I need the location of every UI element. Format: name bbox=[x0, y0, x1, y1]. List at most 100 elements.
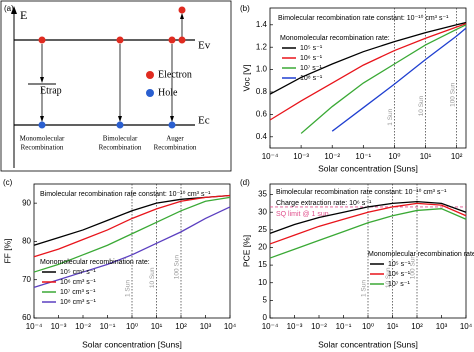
x-tick-label: 10⁻³ bbox=[51, 322, 67, 331]
panel-label: (d) bbox=[240, 178, 250, 187]
legend-label: 10⁷ cm³ s⁻¹ bbox=[60, 289, 96, 296]
mechanism-label: Recombination bbox=[99, 144, 142, 152]
mechanism-label: Bimolecular bbox=[103, 135, 138, 143]
valence-label: Ev bbox=[198, 40, 211, 52]
arrow-head bbox=[40, 116, 44, 122]
mechanism-label: Monomolecular bbox=[20, 135, 65, 143]
y-tick-label: 0 bbox=[263, 313, 268, 322]
x-tick-label: 10² bbox=[451, 152, 463, 161]
hole bbox=[168, 121, 176, 129]
series-line bbox=[269, 208, 467, 259]
arrows bbox=[41, 14, 183, 120]
panel-label: (b) bbox=[240, 4, 250, 13]
mechanism-label: Recombination bbox=[21, 144, 64, 152]
plot-frame bbox=[269, 7, 467, 149]
y-tick-label: 0.8 bbox=[256, 87, 268, 96]
sun-label: 1 Sun bbox=[125, 280, 132, 297]
x-tick-label: 10³ bbox=[436, 322, 448, 331]
x-tick-label: 10⁰ bbox=[126, 322, 138, 331]
y-tick-label: 0.6 bbox=[256, 110, 268, 119]
panel-label: (c) bbox=[3, 178, 13, 187]
panel-a: (a) E Ev Ec Etrap bbox=[0, 0, 232, 172]
legend-label: 10⁶ cm³ s⁻¹ bbox=[60, 279, 96, 286]
sun-label: 10 Sun bbox=[385, 267, 392, 288]
electron-label: Electron bbox=[158, 69, 192, 80]
electron bbox=[116, 36, 124, 44]
arrow-head bbox=[11, 6, 17, 14]
sun-label: 10 Sun bbox=[149, 267, 156, 288]
mechanism-label: Auger bbox=[166, 135, 184, 143]
sun-label: 100 Sun bbox=[449, 82, 456, 107]
series-line bbox=[300, 24, 467, 134]
series-line bbox=[331, 27, 467, 132]
legend-label: 10⁸ cm³ s⁻¹ bbox=[60, 299, 96, 306]
legend-label: 10⁷ s⁻¹ bbox=[388, 281, 410, 288]
y-tick-label: 60 bbox=[22, 313, 31, 322]
series-line bbox=[33, 196, 231, 273]
hole bbox=[116, 121, 124, 129]
sun-label: 1 Sun bbox=[361, 280, 368, 297]
x-tick-label: 10¹ bbox=[420, 152, 432, 161]
panel-frame bbox=[0, 0, 232, 172]
x-tick-label: 10⁻³ bbox=[293, 152, 309, 161]
arrow-head bbox=[180, 13, 184, 19]
y-tick-label: 25 bbox=[258, 225, 267, 234]
legend-title: Monomolecular recombination rate: bbox=[280, 35, 390, 42]
x-tick-label: 10² bbox=[411, 322, 423, 331]
x-tick-label: 10⁰ bbox=[388, 152, 400, 161]
y-tick-label: 30 bbox=[258, 207, 267, 216]
legend-title: Monomolecular recombination rate: bbox=[368, 251, 474, 258]
legend-label: 10⁶ s⁻¹ bbox=[388, 271, 411, 278]
sun-label: 10 Sun bbox=[418, 95, 425, 116]
y-tick-label: 1.2 bbox=[256, 42, 268, 51]
legend-label: 10⁸ s⁻¹ bbox=[300, 75, 323, 82]
y-tick-label: 0.4 bbox=[256, 132, 268, 141]
conduction-label: Ec bbox=[198, 115, 210, 127]
arrow-head bbox=[40, 77, 44, 83]
y-tick-label: 5 bbox=[263, 295, 268, 304]
electron bbox=[168, 36, 176, 44]
y-tick-label: 20 bbox=[258, 243, 267, 252]
y-tick-label: 1.4 bbox=[256, 20, 268, 29]
x-axis-title: Solar concentration [Suns] bbox=[318, 163, 418, 173]
carriers bbox=[38, 6, 186, 129]
arrow-head bbox=[118, 116, 122, 122]
y-tick-label: 1.0 bbox=[256, 65, 268, 74]
legend-electron bbox=[146, 71, 154, 79]
series-line bbox=[33, 206, 231, 288]
series-line bbox=[269, 202, 467, 245]
x-tick-label: 10¹ bbox=[387, 322, 399, 331]
arrow-head bbox=[170, 116, 174, 122]
energy-label: E bbox=[20, 8, 27, 22]
x-tick-label: 10⁰ bbox=[362, 322, 374, 331]
x-tick-label: 10⁴ bbox=[460, 322, 473, 331]
x-tick-label: 10⁻⁴ bbox=[262, 152, 279, 161]
series-line bbox=[269, 23, 467, 121]
x-tick-label: 10³ bbox=[200, 322, 212, 331]
trap-label: Etrap bbox=[40, 85, 62, 96]
y-tick-label: 80 bbox=[22, 237, 31, 246]
x-tick-label: 10⁻¹ bbox=[355, 152, 371, 161]
legend-label: 10⁵ s⁻¹ bbox=[388, 261, 411, 268]
x-tick-label: 10⁻² bbox=[311, 322, 327, 331]
annotation: Bimolecular recombination rate constant:… bbox=[40, 190, 211, 198]
legend-label: 10⁵ cm³ s⁻¹ bbox=[60, 269, 96, 276]
legend-label: 10⁷ s⁻¹ bbox=[300, 65, 322, 72]
hole bbox=[38, 121, 46, 129]
mechanism-label: Recombination bbox=[154, 144, 197, 152]
y-axis-title: FF [%] bbox=[2, 238, 12, 263]
panel-label: (a) bbox=[4, 4, 14, 13]
x-tick-label: 10⁻¹ bbox=[336, 322, 352, 331]
electron bbox=[38, 36, 46, 44]
x-tick-label: 10⁻¹ bbox=[100, 322, 116, 331]
arrow-heads bbox=[40, 13, 184, 122]
legend-hole bbox=[146, 89, 154, 97]
sun-label: 1 Sun bbox=[387, 108, 394, 125]
x-tick-label: 10⁻² bbox=[75, 322, 91, 331]
hole-label: Hole bbox=[158, 87, 178, 98]
series-line bbox=[33, 194, 231, 258]
electron bbox=[178, 6, 186, 14]
x-tick-label: 10⁻² bbox=[324, 152, 340, 161]
y-tick-label: 70 bbox=[22, 275, 31, 284]
